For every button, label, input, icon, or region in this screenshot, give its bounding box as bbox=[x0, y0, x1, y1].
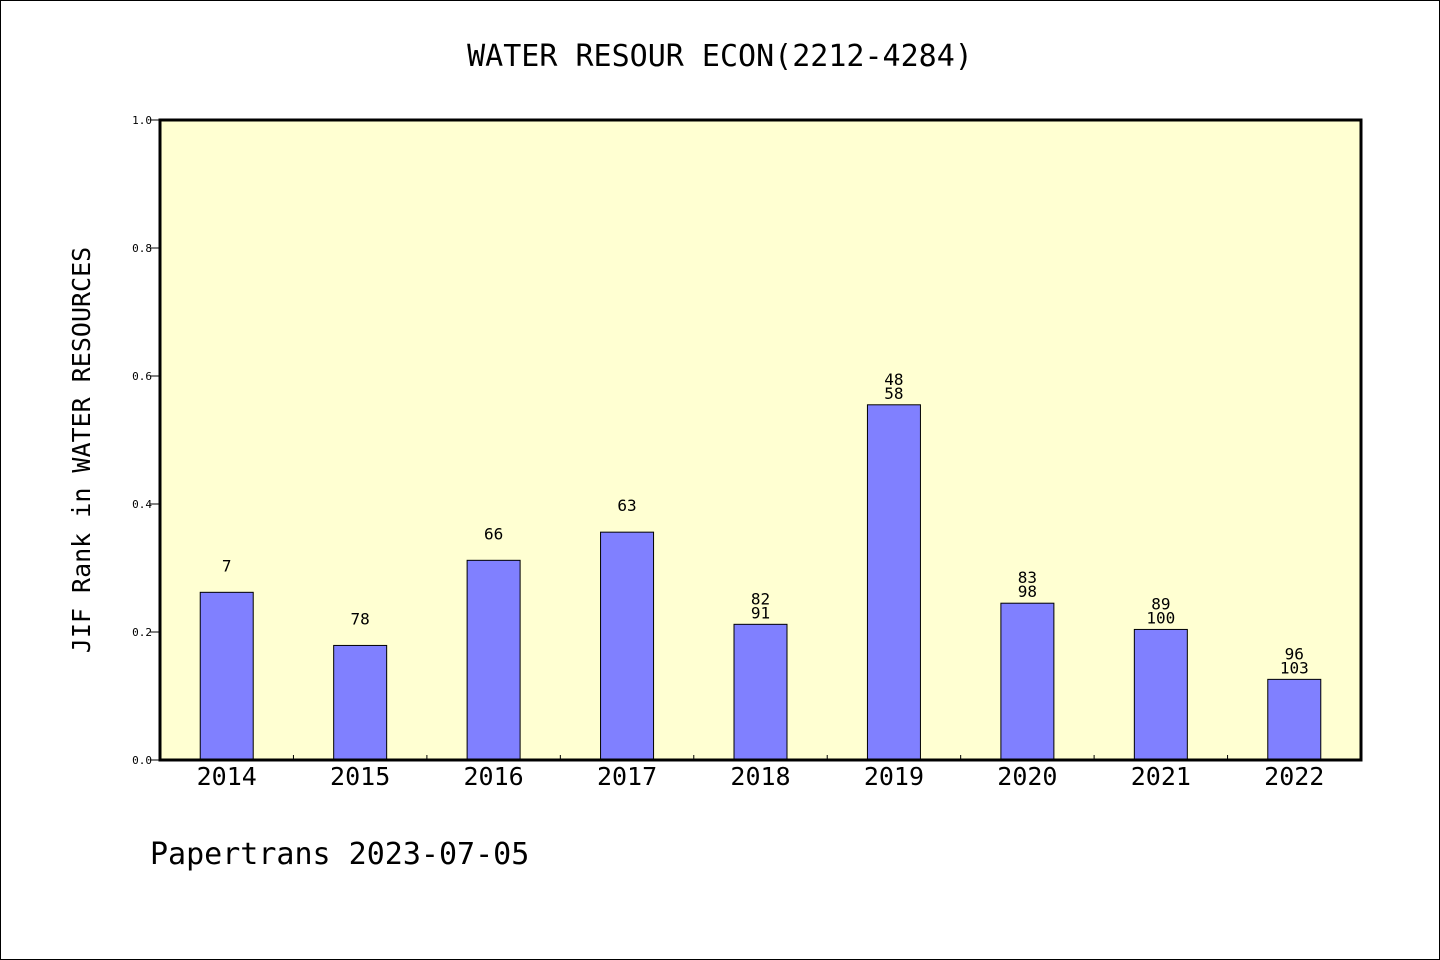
bar bbox=[733, 623, 788, 761]
bar-data-label: 83 bbox=[1018, 568, 1037, 587]
plot-border bbox=[158, 118, 1363, 762]
y-tick-label: 0.0 bbox=[132, 754, 152, 767]
y-tick-label: 0.4 bbox=[132, 498, 152, 511]
x-tick-label: 2017 bbox=[597, 762, 657, 791]
bar-data-label: 98 bbox=[1018, 582, 1037, 601]
bar-data-label: 100 bbox=[1146, 608, 1175, 627]
bar bbox=[1133, 628, 1188, 761]
x-tick-label: 2019 bbox=[864, 762, 924, 791]
bar-data-label: 7 bbox=[222, 556, 232, 575]
y-ticks: 0.0 0.2 0.4 0.6 0.8 1.0 bbox=[132, 114, 160, 767]
bar bbox=[333, 644, 388, 761]
x-tick-label: 2016 bbox=[464, 762, 524, 791]
x-tick-label: 2021 bbox=[1131, 762, 1191, 791]
bar bbox=[866, 404, 921, 761]
bar-data-label: 103 bbox=[1280, 658, 1309, 677]
chart-title: WATER RESOUR ECON(2212-4284) bbox=[467, 39, 973, 74]
bar bbox=[1000, 602, 1055, 761]
y-axis-label: JIF Rank in WATER RESOURCES bbox=[67, 247, 96, 653]
x-tick-label: 2015 bbox=[330, 762, 390, 791]
bar-data-label: 78 bbox=[351, 609, 370, 628]
bars bbox=[199, 404, 1322, 761]
bar bbox=[466, 559, 521, 761]
y-tick-label: 0.2 bbox=[132, 626, 152, 639]
bar-data-label: 89 bbox=[1151, 594, 1170, 613]
x-ticks: 2014 2015 2016 2017 2018 2019 2020 2021 2022 bbox=[197, 755, 1324, 791]
bar-data-label: 91 bbox=[751, 603, 770, 622]
y-tick-label: 0.8 bbox=[132, 242, 152, 255]
x-tick-label: 2014 bbox=[197, 762, 257, 791]
bar bbox=[199, 591, 254, 761]
x-tick-label: 2018 bbox=[730, 762, 790, 791]
x-tick-label: 2020 bbox=[997, 762, 1057, 791]
bar-data-label: 48 bbox=[884, 370, 903, 389]
bar-data-label: 96 bbox=[1285, 644, 1304, 663]
bar-data-label: 63 bbox=[617, 496, 636, 515]
footer-text: Papertrans 2023-07-05 bbox=[150, 837, 529, 872]
y-tick-label: 1.0 bbox=[132, 114, 152, 127]
y-tick-label: 0.6 bbox=[132, 370, 152, 383]
bar bbox=[600, 531, 655, 761]
bar-data-label: 58 bbox=[884, 384, 903, 403]
bar-data-label: 82 bbox=[751, 589, 770, 608]
bar bbox=[1267, 678, 1322, 761]
bar-data-label: 66 bbox=[484, 524, 503, 543]
x-tick-label: 2022 bbox=[1264, 762, 1324, 791]
